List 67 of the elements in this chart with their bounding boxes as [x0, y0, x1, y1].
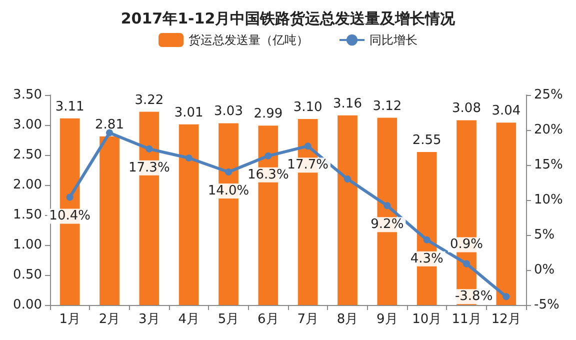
y-tick-label: 2.50 — [13, 148, 42, 162]
bar — [100, 136, 120, 305]
data-label: 3.10 — [293, 100, 322, 115]
data-label: 3.12 — [372, 98, 402, 114]
data-label: 4.3% — [410, 251, 444, 266]
point — [264, 152, 272, 160]
point — [502, 293, 510, 300]
data-label: 2.55 — [412, 133, 442, 148]
y2-tick-label: 0% — [534, 262, 555, 278]
point — [225, 168, 232, 176]
data-label: 3.01 — [174, 105, 204, 120]
bar — [178, 124, 199, 305]
data-label: 9.2% — [370, 217, 404, 232]
point — [185, 154, 192, 162]
y2-tick-label: 10% — [534, 192, 563, 208]
data-label: 3.11 — [55, 99, 84, 114]
data-label: -3.8% — [454, 289, 493, 304]
data-label: 3.16 — [333, 96, 362, 112]
y-tick-label: 2.00 — [13, 178, 42, 192]
data-label: 3.22 — [134, 92, 164, 108]
data-label: 10.4% — [49, 208, 90, 224]
data-label: 3.03 — [214, 104, 243, 120]
point — [304, 142, 312, 150]
x-tick-label: 12月 — [491, 312, 521, 327]
y-tick-label: 1.50 — [13, 208, 42, 222]
data-label: 17.3% — [128, 160, 170, 176]
point — [463, 260, 470, 268]
y2-tick-label: -5% — [534, 298, 560, 312]
y2-tick-label: 25% — [534, 88, 563, 102]
data-label: 14.0% — [208, 184, 250, 198]
x-tick-label: 4月 — [178, 312, 200, 327]
data-label: 2.99 — [254, 106, 283, 122]
data-label: 2.81 — [95, 117, 124, 132]
y-tick-label: 0.50 — [13, 268, 42, 282]
data-label: 3.08 — [452, 101, 481, 116]
bar — [496, 122, 516, 305]
point — [384, 202, 391, 210]
data-label: 17.7% — [287, 158, 328, 173]
y-tick-label: 3.00 — [13, 118, 42, 132]
bar — [338, 115, 358, 305]
data-label: 16.3% — [248, 167, 289, 182]
y-tick-label: 3.50 — [13, 88, 42, 102]
x-tick-label: 2月 — [98, 312, 120, 327]
x-tick-label: 6月 — [258, 312, 279, 327]
legend-label: 货运总发送量（亿吨） — [188, 33, 308, 47]
y2-tick-label: 15% — [534, 158, 563, 172]
point — [423, 236, 430, 244]
point — [106, 129, 113, 136]
point — [66, 194, 74, 201]
x-tick-label: 1月 — [59, 312, 80, 327]
x-tick-label: 7月 — [297, 312, 318, 327]
y-tick-label: 0.00 — [13, 298, 42, 312]
x-tick-label: 5月 — [218, 312, 240, 327]
data-label: 0.9% — [450, 237, 484, 252]
legend-label: 同比增长 — [370, 33, 418, 47]
x-tick-label: 8月 — [336, 312, 358, 327]
chart-title: 2017年1-12月中国铁路货运总发送量及增长情况 — [120, 10, 456, 28]
x-tick-label: 11月 — [452, 312, 482, 327]
point — [344, 176, 351, 182]
x-tick-label: 9月 — [376, 312, 398, 327]
x-tick-label: 10月 — [412, 312, 442, 327]
y-tick-label: 1.00 — [13, 238, 42, 252]
y2-tick-label: 20% — [534, 122, 563, 138]
x-tick-label: 3月 — [138, 312, 160, 327]
y2-tick-label: 5% — [534, 228, 555, 242]
point — [146, 145, 153, 152]
data-label: 3.04 — [492, 104, 521, 119]
